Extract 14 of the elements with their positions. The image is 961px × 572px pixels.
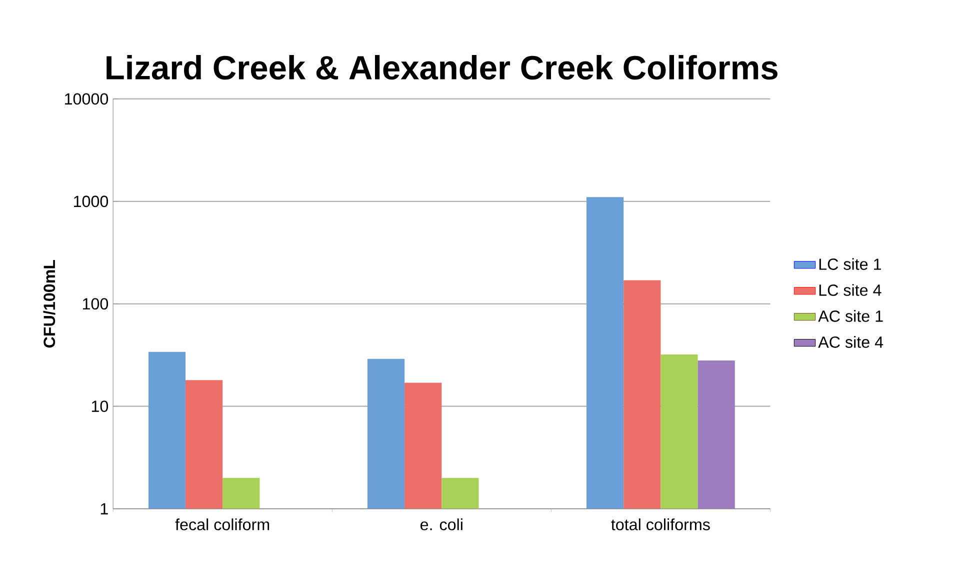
legend-label: LC site 1 [819, 258, 881, 270]
legend-label: AC site 4 [818, 336, 884, 348]
y-tick-label: 1000 [74, 195, 108, 207]
chart-title: Lizard Creek & Alexander Creek Coliforms [106, 54, 778, 80]
x-tick-label: fecal coliform [175, 518, 270, 530]
legend-label: LC site 4 [819, 284, 882, 296]
legend-label: AC site 1 [818, 310, 883, 322]
y-tick-label: 10000 [65, 93, 108, 104]
x-tick-label: total coliforms [611, 518, 710, 530]
y-axis-title: CFU/100mL [43, 260, 56, 348]
y-tick-label: 100 [82, 298, 108, 310]
y-tick-label: 10 [92, 400, 108, 412]
x-tick-label: e. coli [420, 518, 462, 530]
y-tick-label: 1 [100, 503, 108, 514]
